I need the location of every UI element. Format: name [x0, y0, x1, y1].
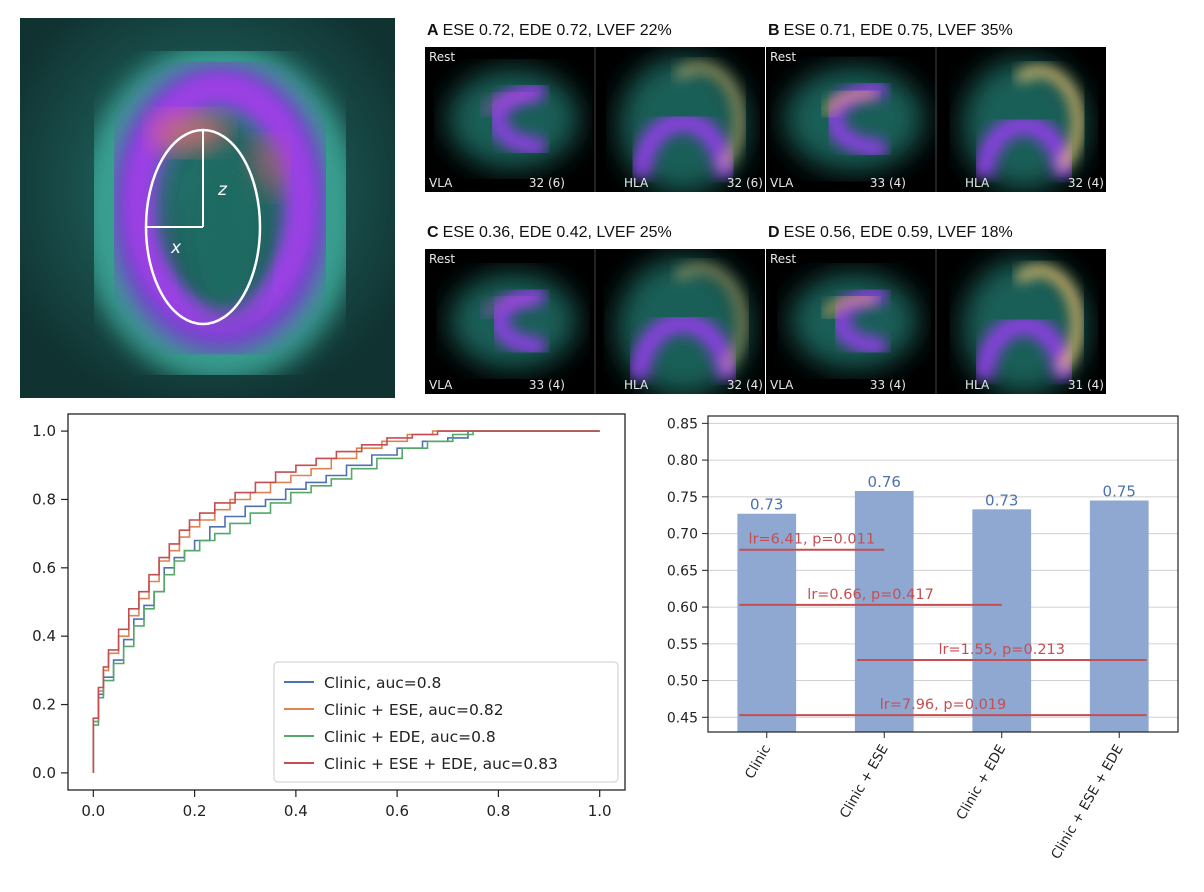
y-tick-label: 0.75 [667, 490, 698, 506]
x-tick-label: 0.6 [385, 802, 409, 820]
roc-curve-series-4 [92, 430, 600, 773]
auc-bar-chart-svg: 0.45 0.50 0.55 0.60 0.65 0.70 0.75 0.80 0.85 0.73… [667, 415, 1179, 862]
x-category-label: Clinic [742, 742, 774, 782]
y-tick-label: 0.4 [32, 627, 56, 645]
x-category-label: Clinic + ESE [837, 742, 892, 821]
scan-panel-a: A ESE 0.72, EDE 0.72, LVEF 22% Rest VLA 32 (… [425, 20, 765, 195]
panel-letter: A [427, 22, 439, 39]
bar-4 [1089, 500, 1149, 732]
legend-label: Clinic + EDE, auc=0.8 [324, 728, 496, 746]
legend-label: Clinic + ESE, auc=0.82 [324, 701, 504, 719]
left-view-label: VLA [429, 176, 453, 190]
right-view-label: HLA [965, 176, 990, 190]
rest-tag: Rest [770, 252, 796, 266]
scan-panel-b: B ESE 0.71, EDE 0.75, LVEF 35% Rest VLA 33 (… [766, 20, 1106, 195]
y-tick-label: 0.0 [32, 764, 56, 782]
y-tick-label: 0.45 [667, 710, 698, 726]
panel-metrics: ESE 0.71, EDE 0.75, LVEF 35% [783, 22, 1013, 39]
y-tick-label: 0.80 [667, 453, 698, 469]
x-tick-label: 0.4 [284, 802, 308, 820]
panel-letter: D [768, 224, 780, 241]
scan-panel-c: C ESE 0.36, EDE 0.42, LVEF 25% Rest VLA 33 (… [425, 222, 765, 397]
roc-legend [273, 661, 619, 783]
left-view-label: VLA [429, 378, 453, 392]
left-view-label: VLA [770, 378, 794, 392]
schematic-heart-image: z x [20, 18, 395, 398]
right-view-label: HLA [965, 378, 990, 392]
left-count-label: 33 (4) [529, 378, 565, 392]
left-count-label: 32 (6) [529, 176, 565, 190]
legend-label: Clinic, auc=0.8 [324, 674, 441, 692]
y-tick-label: 0.60 [667, 600, 698, 616]
auc-bar-chart: 0.45 0.50 0.55 0.60 0.65 0.70 0.75 0.80 0.85 0.73… [648, 410, 1188, 886]
right-count-label: 32 (4) [727, 378, 763, 392]
bar-value-label: 0.73 [750, 496, 783, 514]
scan-image: Rest VLA 32 (6) HLA 32 (6) [425, 47, 765, 192]
y-tick-label: 0.8 [32, 490, 56, 508]
scan-panel-d: D ESE 0.56, EDE 0.59, LVEF 18% Rest VLA 33 (… [766, 222, 1106, 397]
x-tick-label: 1.0 [588, 802, 612, 820]
x-category-label: Clinic + EDE [953, 742, 1009, 823]
x-tick-label: 0.2 [183, 802, 207, 820]
comparison-label: lr=7.96, p=0.019 [880, 697, 1007, 713]
y-tick-label: 0.65 [667, 563, 698, 579]
x-category-label: Clinic + ESE + EDE [1048, 742, 1127, 862]
scan-panel-title: C ESE 0.36, EDE 0.42, LVEF 25% [427, 224, 672, 242]
x-tick-label: 0.8 [486, 802, 510, 820]
x-tick-label: 0.0 [81, 802, 105, 820]
roc-chart: 0.0 0.2 0.4 0.6 0.8 1.0 0.0 0.2 0.4 0.6 0.8 1.0 Clin… [18, 408, 638, 830]
rest-tag: Rest [429, 50, 455, 64]
panel-metrics: ESE 0.36, EDE 0.42, LVEF 25% [442, 224, 672, 241]
schematic-panel: z x [20, 18, 395, 398]
scan-image: Rest VLA 33 (4) HLA 32 (4) [425, 249, 765, 394]
panel-letter: C [427, 224, 439, 241]
bar-2 [854, 490, 914, 732]
y-tick-label: 0.6 [32, 559, 56, 577]
right-view-label: HLA [624, 176, 649, 190]
right-count-label: 32 (6) [727, 176, 763, 190]
panel-metrics: ESE 0.56, EDE 0.59, LVEF 18% [783, 224, 1013, 241]
scan-panel-title: A ESE 0.72, EDE 0.72, LVEF 22% [427, 22, 672, 40]
scan-image: Rest VLA 33 (4) HLA 32 (4) [766, 47, 1106, 192]
left-count-label: 33 (4) [870, 378, 906, 392]
bar-3 [972, 509, 1032, 732]
roc-curve-series-3 [92, 430, 600, 773]
left-count-label: 33 (4) [870, 176, 906, 190]
scan-panel-title: B ESE 0.71, EDE 0.75, LVEF 35% [768, 22, 1013, 40]
x-label: x [170, 238, 182, 258]
bar-value-label: 0.73 [985, 491, 1018, 509]
y-tick-label: 0.85 [667, 416, 698, 432]
rest-tag: Rest [429, 252, 455, 266]
bar-value-label: 0.76 [868, 473, 901, 491]
scan-image: Rest VLA 33 (4) HLA 31 (4) [766, 249, 1106, 394]
comparison-label: lr=6.41, p=0.011 [749, 532, 876, 548]
right-count-label: 31 (4) [1068, 378, 1104, 392]
legend-label: Clinic + ESE + EDE, auc=0.83 [324, 755, 558, 773]
left-view-label: VLA [770, 176, 794, 190]
roc-chart-svg: 0.0 0.2 0.4 0.6 0.8 1.0 0.0 0.2 0.4 0.6 0.8 1.0 Clin… [32, 413, 626, 820]
y-tick-label: 1.0 [32, 422, 56, 440]
comparison-label: lr=0.66, p=0.417 [807, 587, 934, 603]
z-label: z [217, 180, 228, 200]
scan-panel-title: D ESE 0.56, EDE 0.59, LVEF 18% [768, 224, 1013, 242]
bar-plot-frame [707, 415, 1179, 733]
y-tick-label: 0.70 [667, 527, 698, 543]
panel-metrics: ESE 0.72, EDE 0.72, LVEF 22% [442, 22, 672, 39]
y-tick-label: 0.55 [667, 637, 698, 653]
comparison-label: lr=1.55, p=0.213 [938, 642, 1065, 658]
y-tick-label: 0.2 [32, 696, 56, 714]
right-count-label: 32 (4) [1068, 176, 1104, 190]
y-tick-label: 0.50 [667, 674, 698, 690]
rest-tag: Rest [770, 50, 796, 64]
right-view-label: HLA [624, 378, 649, 392]
panel-letter: B [768, 22, 780, 39]
bar-value-label: 0.75 [1103, 483, 1136, 501]
